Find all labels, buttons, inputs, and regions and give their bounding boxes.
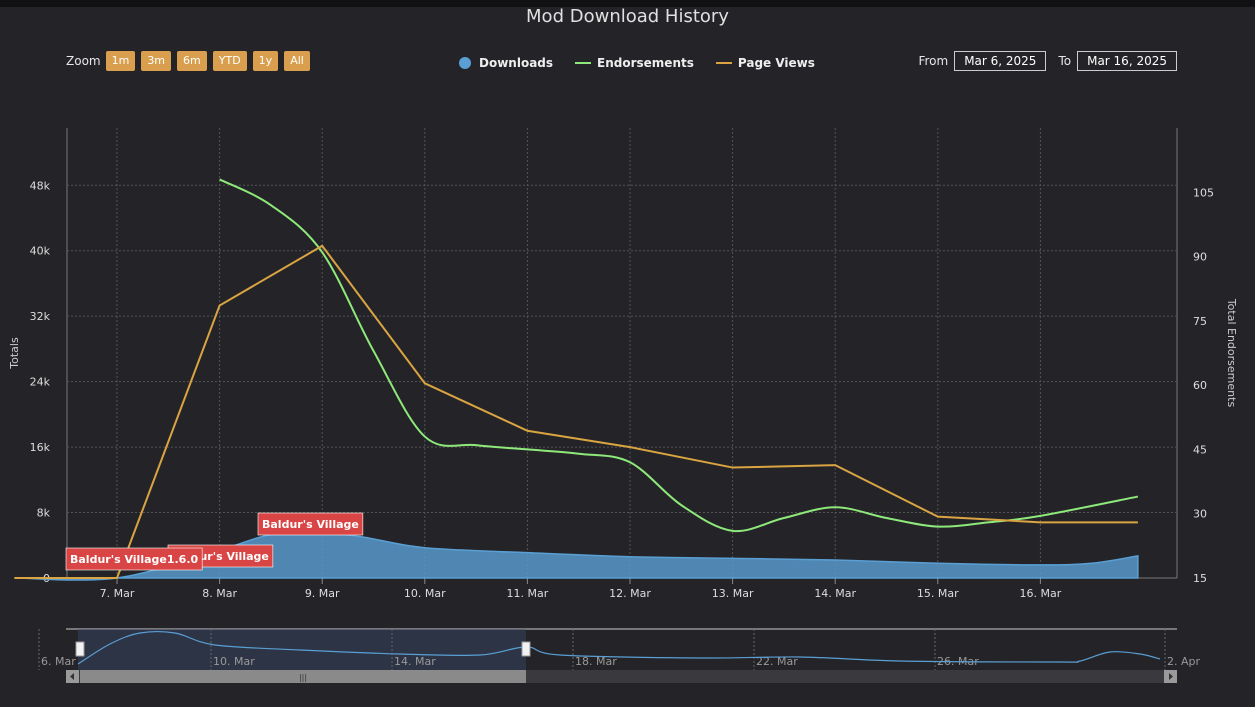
x-tick-label: 11. Mar xyxy=(507,587,549,600)
y-left-axis-title: Totals xyxy=(8,337,21,370)
x-tick-label: 7. Mar xyxy=(100,587,135,600)
zoom-1m-button[interactable]: 1m xyxy=(105,51,136,71)
navigator-tick-label: 18. Mar xyxy=(575,655,617,668)
navigator-tick-label: 14. Mar xyxy=(394,655,436,668)
zoom-label: Zoom xyxy=(66,54,101,68)
legend: Downloads Endorsements Page Views xyxy=(459,56,837,70)
arrow-right-icon xyxy=(1169,673,1173,680)
y-right-tick-label: 15 xyxy=(1193,572,1207,585)
zoom-1y-button[interactable]: 1y xyxy=(252,51,279,71)
zoom-controls: Zoom 1m 3m 6m YTD 1y All xyxy=(66,51,316,71)
y-right-tick-label: 45 xyxy=(1193,443,1207,456)
y-left-tick-label: 8k xyxy=(37,507,51,520)
y-right-axis-title: Total Endorsements xyxy=(1225,298,1238,408)
legend-label-downloads: Downloads xyxy=(479,56,554,70)
release-flag-label: Baldur's Village xyxy=(262,518,359,531)
navigator-tick-label: 6. Mar xyxy=(41,655,76,668)
navigator-left-handle[interactable] xyxy=(75,641,85,657)
legend-item-downloads[interactable]: Downloads xyxy=(459,56,553,70)
zoom-3m-button[interactable]: 3m xyxy=(141,51,172,71)
release-flag[interactable]: Baldur's Village xyxy=(257,512,364,536)
x-tick-label: 9. Mar xyxy=(305,587,340,600)
series-line-endorsements xyxy=(219,178,1139,533)
page-views-swatch xyxy=(715,62,732,64)
to-label: To xyxy=(1058,54,1072,68)
y-right-tick-label: 90 xyxy=(1193,251,1207,264)
from-label: From xyxy=(918,54,949,68)
legend-item-page-views[interactable]: Page Views xyxy=(715,56,815,70)
y-left-tick-label: 24k xyxy=(30,376,51,389)
scrollbar-thumb[interactable] xyxy=(80,670,526,683)
navigator-right-handle[interactable] xyxy=(521,641,531,657)
endorsements-swatch xyxy=(575,62,592,64)
release-flag-box xyxy=(65,547,203,571)
y-right-tick-label: 60 xyxy=(1193,379,1207,392)
x-tick-label: 13. Mar xyxy=(712,587,754,600)
arrow-left-icon xyxy=(70,673,74,680)
x-tick-label: 12. Mar xyxy=(609,587,651,600)
x-tick-label: 14. Mar xyxy=(814,587,856,600)
to-date-input[interactable]: Mar 16, 2025 xyxy=(1077,51,1177,71)
scrollbar-grip-icon: ||| xyxy=(299,673,307,682)
legend-label-page-views: Page Views xyxy=(737,56,815,70)
legend-item-endorsements[interactable]: Endorsements xyxy=(575,56,694,70)
y-left-tick-label: 32k xyxy=(30,310,51,323)
legend-label-endorsements: Endorsements xyxy=(597,56,694,70)
y-left-tick-label: 40k xyxy=(30,245,51,258)
navigator-series-line xyxy=(77,630,1161,665)
zoom-6m-button[interactable]: 6m xyxy=(177,51,207,71)
y-right-tick-label: 30 xyxy=(1193,508,1207,521)
y-left-tick-label: 16k xyxy=(30,441,51,454)
release-flag-box xyxy=(257,512,364,536)
x-tick-label: 16. Mar xyxy=(1020,587,1062,600)
y-right-tick-label: 105 xyxy=(1193,186,1214,199)
x-tick-label: 10. Mar xyxy=(404,587,446,600)
series-line-page-views xyxy=(14,244,1138,579)
release-flag-label: Baldur's Village1.6.0 xyxy=(70,553,199,566)
release-flag[interactable]: Baldur's Village1.6.0 xyxy=(65,547,203,571)
chart-title: Mod Download History xyxy=(526,6,729,27)
navigator-tick-label: 22. Mar xyxy=(756,655,798,668)
from-date-input[interactable]: Mar 6, 2025 xyxy=(954,51,1047,71)
x-tick-label: 15. Mar xyxy=(917,587,959,600)
y-right-tick-label: 75 xyxy=(1193,315,1207,328)
navigator-tick-label: 10. Mar xyxy=(213,655,255,668)
date-range: From Mar 6, 2025 To Mar 16, 2025 xyxy=(912,51,1177,71)
zoom-all-button[interactable]: All xyxy=(284,51,310,71)
downloads-swatch xyxy=(459,57,471,69)
navigator-tick-label: 2. Apr xyxy=(1167,655,1200,668)
y-left-tick-label: 48k xyxy=(30,179,51,192)
x-tick-label: 8. Mar xyxy=(202,587,237,600)
zoom-ytd-button[interactable]: YTD xyxy=(212,51,247,71)
top-bar xyxy=(0,0,1255,7)
